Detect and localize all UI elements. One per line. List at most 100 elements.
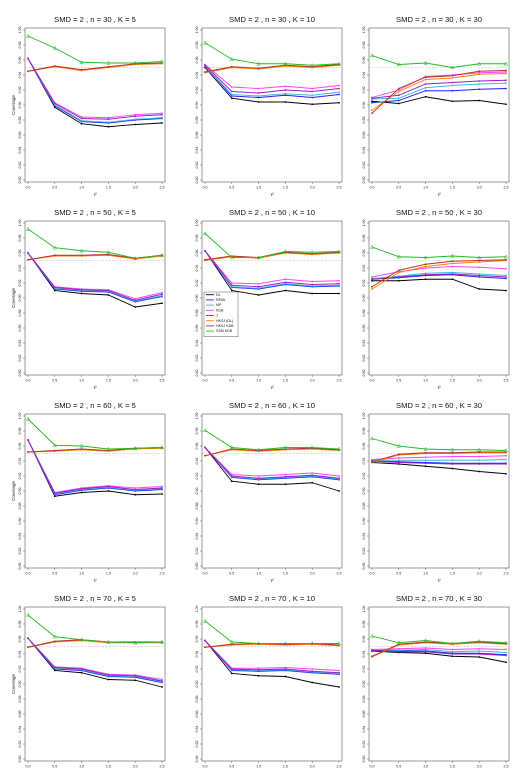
data-point	[257, 282, 260, 285]
series-line	[204, 67, 340, 105]
x-tick-label: 1.0	[79, 572, 84, 576]
data-point	[310, 641, 315, 646]
y-tick-label: 0.86	[18, 325, 22, 332]
y-tick-label: 0.92	[18, 666, 22, 673]
series-j	[27, 57, 163, 121]
y-tick-label: 0.90	[18, 488, 22, 495]
data-point	[80, 122, 83, 125]
series-j	[371, 273, 507, 281]
series-ssm-kdb	[369, 53, 509, 70]
series-line	[27, 62, 163, 72]
y-tick-label: 0.82	[195, 741, 199, 748]
y-tick-label: 0.92	[195, 666, 199, 673]
data-point	[284, 473, 287, 476]
x-tick-label: 2.5	[337, 186, 342, 190]
legend-label: HKSJ (DL)	[216, 319, 233, 323]
y-tick-label: 0.86	[195, 325, 199, 332]
y-tick-label: 0.86	[18, 518, 22, 525]
data-point	[107, 65, 110, 68]
chart-title: SMD = 2 , n = 50 , K = 30	[396, 208, 482, 217]
series-line	[27, 252, 163, 308]
data-point	[505, 69, 507, 72]
data-point	[424, 273, 427, 276]
data-point	[229, 57, 234, 61]
x-tick-label: 1.5	[106, 765, 111, 769]
x-tick-label: 2.0	[133, 765, 138, 769]
data-point	[478, 266, 481, 269]
series-j	[204, 446, 340, 480]
data-point	[477, 61, 482, 66]
plot-frame	[368, 606, 510, 762]
plot-frame	[201, 413, 343, 569]
series-line	[371, 96, 507, 105]
data-point	[230, 672, 233, 675]
y-tick-label: 0.92	[362, 87, 366, 94]
data-point	[505, 82, 507, 85]
x-tick-label: 0.0	[26, 765, 31, 769]
plot-frame	[201, 27, 343, 183]
series-line	[27, 447, 163, 453]
data-point	[338, 669, 340, 672]
data-point	[52, 45, 57, 50]
y-tick-label: 0.94	[18, 458, 22, 465]
series-dl	[371, 278, 507, 292]
data-point	[336, 641, 342, 646]
series-line	[27, 439, 163, 497]
series-line	[371, 88, 507, 104]
data-point	[204, 249, 206, 252]
chart-panel-9: SMD = 2 , n = 60 , K = 30 0.80 0.82 0.84 0.8…	[362, 401, 510, 583]
x-tick-label: 0.5	[229, 186, 234, 190]
series-line	[371, 642, 507, 658]
data-point	[505, 289, 507, 292]
data-point	[397, 647, 400, 650]
series-line	[204, 65, 340, 98]
y-tick-label: 0.98	[362, 428, 366, 435]
y-tick-label: 0.86	[362, 711, 366, 718]
y-tick-label: 0.80	[362, 177, 366, 184]
data-point	[450, 447, 455, 452]
data-point	[505, 277, 507, 280]
y-tick-label: 0.82	[362, 548, 366, 555]
x-tick-label: 2.5	[504, 572, 509, 576]
data-point	[159, 253, 165, 257]
x-tick-label: 1.5	[283, 765, 288, 769]
x-tick-label: 0.0	[203, 572, 208, 576]
data-point	[133, 446, 138, 450]
series-line	[371, 79, 507, 99]
data-point	[424, 83, 427, 85]
data-point	[257, 475, 260, 477]
y-tick-label: 0.82	[195, 162, 199, 169]
x-axis-label: τ²	[93, 385, 97, 390]
series-line	[27, 63, 163, 72]
data-point	[284, 89, 287, 91]
data-point	[451, 74, 454, 77]
data-point	[53, 65, 56, 67]
data-point	[134, 297, 137, 300]
series-ssm-kdb	[202, 40, 342, 67]
series-line	[371, 635, 507, 644]
data-point	[369, 633, 375, 638]
data-point	[397, 463, 400, 465]
x-tick-label: 2.5	[504, 186, 509, 190]
data-point	[107, 253, 110, 256]
data-point	[450, 641, 455, 646]
data-point	[25, 612, 31, 617]
chart-panel-1: SMD = 2 , n = 30 , K = 5 0.80 0.82 0.84 0.86…	[11, 15, 166, 197]
x-tick-label: 1.0	[423, 186, 428, 190]
x-tick-label: 0.5	[396, 765, 401, 769]
data-point	[161, 493, 163, 495]
data-point	[79, 637, 84, 642]
data-point	[311, 96, 314, 99]
x-tick-label: 1.5	[106, 186, 111, 190]
x-tick-label: 1.0	[256, 765, 261, 769]
data-point	[230, 289, 233, 292]
data-point	[230, 643, 233, 646]
data-point	[133, 60, 138, 65]
chart-panel-8: SMD = 2 , n = 60 , K = 10 0.80 0.82 0.84 0.8…	[195, 401, 343, 583]
x-tick-label: 0.0	[26, 186, 31, 190]
series-line	[371, 641, 507, 657]
x-tick-label: 1.0	[423, 572, 428, 576]
data-point	[134, 123, 137, 126]
data-point	[161, 487, 163, 489]
